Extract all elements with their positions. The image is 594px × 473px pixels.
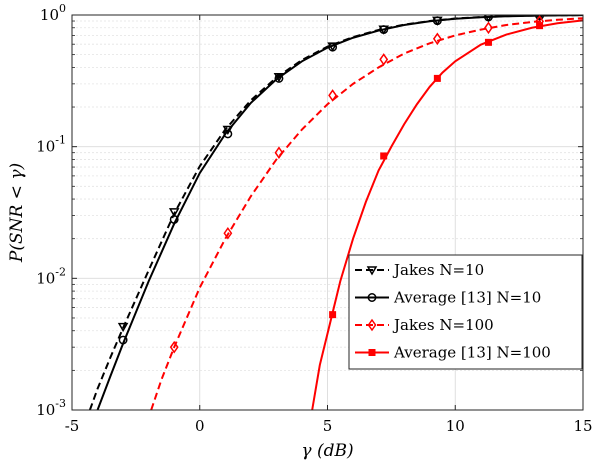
legend-marker <box>366 266 378 276</box>
series-line <box>311 19 583 410</box>
data-point <box>328 89 338 102</box>
data-point <box>484 21 493 35</box>
data-point <box>169 215 179 224</box>
data-point <box>432 32 442 46</box>
legend-marker <box>368 349 376 356</box>
x-axis-label: γ (dB) <box>301 441 353 461</box>
legend-label: Average [13] N=10 <box>393 289 541 307</box>
data-point <box>118 335 128 345</box>
legend-marker <box>367 293 377 302</box>
x-tick-label: 0 <box>195 417 205 435</box>
y-tick-label: 100 <box>40 2 66 24</box>
x-tick-label: -5 <box>65 417 80 435</box>
series-2 <box>96 15 583 410</box>
data-point <box>168 208 180 218</box>
y-tick-label-base: 10 <box>36 401 55 419</box>
y-tick-label-base: 10 <box>36 269 55 287</box>
legend: Jakes N=10 Average [13] N=10 Jakes N=100 Av… <box>348 254 583 370</box>
legend-label: Average [13] N=100 <box>393 344 551 362</box>
legend-label: Jakes N=10 <box>392 261 484 279</box>
legend-box <box>348 254 583 370</box>
axis-labels: γ (dB) P(SNR < γ) <box>7 163 354 461</box>
data-point <box>380 152 388 160</box>
data-point <box>535 15 545 21</box>
data-point <box>536 22 544 30</box>
data-point <box>433 74 441 82</box>
x-tick-label: 15 <box>573 417 592 435</box>
legend-entry-3: Jakes N=100 <box>355 316 494 334</box>
plot-lines <box>88 15 583 410</box>
data-point <box>379 53 389 66</box>
data-point <box>223 226 233 240</box>
y-tick-label-exponent: -2 <box>55 265 66 278</box>
data-point <box>328 42 338 52</box>
data-point <box>329 311 337 319</box>
y-tick-label: 10-1 <box>36 134 66 156</box>
legend-entry-1: Jakes N=10 <box>355 261 484 279</box>
data-point <box>432 16 442 26</box>
y-tick-label-base: 10 <box>36 138 55 156</box>
y-tick-label-exponent: -3 <box>55 397 66 410</box>
legend-entry-4: Average [13] N=100 <box>355 344 551 362</box>
x-tick-label: 5 <box>323 417 333 435</box>
data-point <box>223 129 233 139</box>
series-4 <box>311 19 583 410</box>
data-point <box>379 25 389 35</box>
series-line <box>96 15 583 410</box>
data-point <box>274 73 284 83</box>
data-point <box>169 340 179 354</box>
data-point <box>484 15 493 22</box>
y-axis-label: P(SNR < γ) <box>7 163 27 263</box>
legend-entry-2: Average [13] N=10 <box>355 289 541 307</box>
y-tick-label-exponent: 0 <box>59 2 66 15</box>
series-line <box>88 15 583 410</box>
x-tick-label: 10 <box>446 417 465 435</box>
y-tick-label: 10-3 <box>36 397 66 419</box>
series-line <box>150 17 583 410</box>
series-3 <box>150 15 583 410</box>
legend-marker <box>367 318 377 332</box>
y-tick-label-base: 10 <box>40 6 59 24</box>
legend-label: Jakes N=100 <box>392 316 494 334</box>
y-tick-label-exponent: -1 <box>55 134 66 147</box>
y-tick-label: 10-2 <box>36 265 66 287</box>
data-point <box>484 38 492 46</box>
data-point <box>117 322 129 333</box>
data-point <box>274 146 284 159</box>
